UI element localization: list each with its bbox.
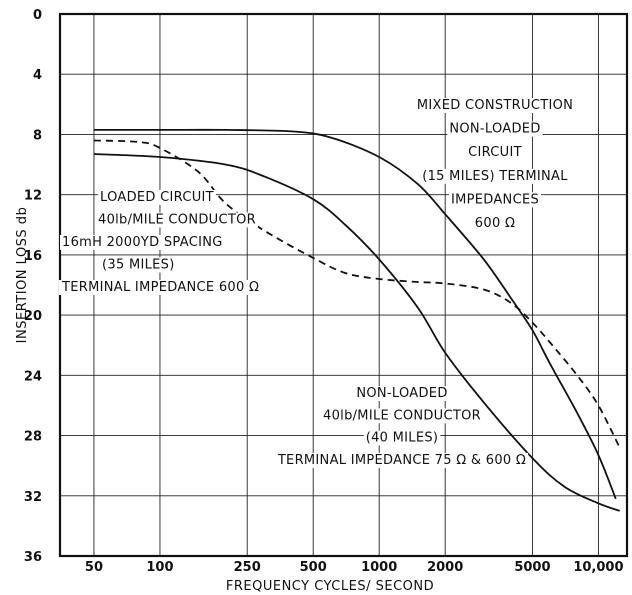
x-tick-label: 250 (234, 560, 261, 575)
annotation-line: 600 Ω (475, 216, 515, 231)
annotation-line: NON-LOADED (449, 122, 540, 137)
annotations: MIXED CONSTRUCTION NON-LOADED CIRCUIT (15 M… (59, 98, 576, 468)
annotation-backing (96, 212, 258, 228)
y-tick-label: 8 (33, 128, 42, 143)
annotation-backing (472, 216, 518, 231)
annotation-backing (447, 121, 543, 137)
annotation-backing (60, 235, 225, 250)
annotation-line: 16mH 2000YD SPACING (62, 235, 223, 250)
x-tick-label: 10,000 (573, 560, 623, 575)
annotation-line: NON-LOADED (356, 386, 447, 401)
annotation-backing (420, 168, 571, 184)
annotation-backing (98, 190, 216, 205)
annotation-backing (100, 257, 177, 273)
annotation-backing (466, 145, 524, 161)
annotation-line: TERMINAL IMPEDANCE 600 Ω (61, 280, 259, 295)
annotation-line: IMPEDANCES (451, 192, 539, 207)
x-tick-label: 500 (300, 560, 327, 575)
annotation-line: (35 MILES) (102, 258, 175, 273)
annotation-backing (414, 98, 576, 113)
series-line-2 (93, 139, 621, 449)
annotation-line: CIRCUIT (468, 145, 522, 160)
series-line-0 (94, 128, 617, 500)
annotation-line: TERMINAL IMPEDANCE 75 Ω & 600 Ω (277, 453, 526, 468)
annotation-backing (363, 430, 441, 446)
curves (93, 128, 621, 512)
y-tick-label: 36 (24, 550, 42, 565)
annotation-backing (448, 192, 542, 208)
y-tick-label: 0 (33, 8, 42, 23)
x-tick-label: 1000 (361, 560, 397, 575)
tick-labels: 0 4 8 12 16 20 24 28 32 36 50 100 250 500 1000 2000 5000… (24, 8, 624, 575)
y-tick-label: 4 (33, 68, 42, 83)
annotation-line: LOADED CIRCUIT (100, 190, 214, 205)
y-tick-label: 32 (24, 490, 42, 505)
x-axis-label: FREQUENCY CYCLES/ SECOND (226, 579, 434, 594)
annotation-backing (274, 452, 529, 468)
annotation-line: (40 MILES) (366, 431, 439, 446)
y-tick-label: 28 (24, 430, 42, 445)
annotation-backing (321, 408, 483, 424)
annotation-line: 40lb/MILE CONDUCTOR (98, 213, 256, 228)
y-tick-label: 24 (24, 369, 42, 384)
x-tick-label: 2000 (427, 560, 463, 575)
series-line-1 (93, 153, 620, 512)
y-tick-label: 12 (24, 189, 42, 204)
x-tick-label: 5000 (514, 560, 550, 575)
x-tick-label: 50 (85, 560, 103, 575)
x-tick-label: 100 (146, 560, 173, 575)
annotation-line: MIXED CONSTRUCTION (417, 98, 573, 113)
annotation-backing (354, 386, 450, 401)
annotation-backing (59, 280, 262, 295)
y-tick-label: 20 (24, 309, 42, 324)
annotation-line: (15 MILES) TERMINAL (422, 169, 568, 184)
y-tick-label: 16 (24, 249, 42, 264)
y-axis-label: INSERTION LOSS db (15, 207, 30, 344)
annotation-line: 40lb/MILE CONDUCTOR (323, 408, 481, 423)
